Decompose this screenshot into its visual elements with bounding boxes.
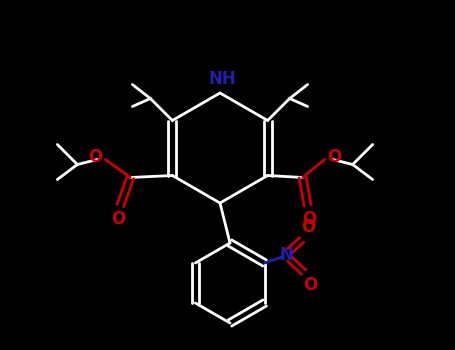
Text: O: O — [111, 210, 126, 229]
Text: O: O — [303, 276, 318, 294]
Text: NH: NH — [208, 70, 236, 88]
Text: O: O — [303, 210, 317, 229]
Text: O: O — [302, 218, 316, 236]
Text: N: N — [280, 246, 293, 264]
Text: O: O — [328, 147, 342, 166]
Text: O: O — [88, 147, 102, 166]
